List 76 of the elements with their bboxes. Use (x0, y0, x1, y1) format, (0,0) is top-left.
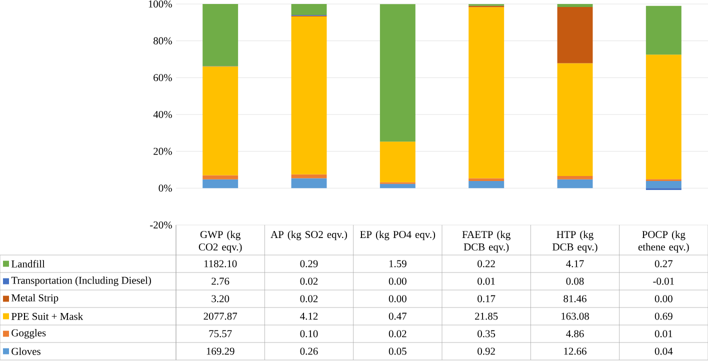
text: 3.20 (212, 295, 230, 302)
text: 2.76 (212, 278, 230, 285)
text: 0.22 (478, 260, 495, 268)
bar (202, 66, 238, 176)
text: 21.85 (475, 312, 498, 320)
text: 4.12 (300, 312, 318, 320)
text: 0.00 (388, 278, 406, 285)
y-tick-label: 60% (154, 74, 172, 82)
text: 0.05 (388, 348, 406, 355)
bar (468, 178, 504, 181)
bar (380, 4, 416, 142)
bar (202, 4, 238, 66)
text: 0.00 (654, 295, 672, 302)
y-tick-label: 100% (148, 0, 172, 8)
text: 0.02 (300, 278, 318, 285)
text: 0.04 (654, 348, 673, 355)
x-tick-label: AP (kg SO2 eqv.) (270, 230, 347, 240)
bar (291, 4, 327, 16)
text: 0.69 (654, 312, 672, 320)
text: 4.17 (566, 260, 584, 268)
bar (557, 6, 593, 64)
y-tick-label: 20% (154, 148, 172, 155)
x-tick-label: GWP (kg CO2 eqv.) (198, 230, 242, 253)
bar (557, 4, 593, 7)
bar (468, 180, 504, 188)
bar (557, 179, 593, 188)
bar (291, 16, 327, 174)
bar (380, 184, 416, 188)
y-tick-label: 80% (154, 37, 172, 44)
text: 0.29 (300, 260, 318, 268)
text: 0.35 (478, 330, 496, 338)
text: 0.01 (654, 330, 672, 338)
bar (557, 63, 593, 176)
text: 75.57 (209, 330, 232, 338)
bar (646, 54, 682, 180)
bar (557, 176, 593, 180)
text: 0.26 (300, 348, 318, 355)
x-tick-label: EP (kg PO4 eqv.) (360, 230, 436, 240)
text: 0.01 (478, 278, 495, 285)
text: -0.01 (653, 278, 674, 285)
text: 169.29 (206, 348, 234, 355)
y-tick-label: 40% (153, 110, 172, 118)
bar (291, 178, 327, 188)
bar (468, 7, 504, 178)
text: 0.08 (566, 278, 584, 285)
legend-label: PPE Suit + Mask (12, 312, 84, 320)
text: 2077.87 (204, 312, 238, 320)
text: 0.02 (300, 295, 318, 302)
bar (380, 142, 416, 182)
text: 81.46 (564, 295, 586, 302)
legend-label: Goggles (12, 329, 46, 338)
bar (202, 175, 238, 180)
text: 0.92 (478, 348, 495, 355)
y-tick-label: 0% (158, 184, 172, 192)
text: 0.17 (478, 295, 496, 302)
text: 1.59 (389, 260, 406, 268)
x-tick-label: HTP (kg DCB eqv.) (552, 230, 598, 253)
legend-label: Gloves (12, 348, 40, 355)
text: 0.47 (388, 312, 407, 320)
text: 4.86 (566, 330, 584, 338)
text: 163.08 (562, 312, 589, 320)
bar (646, 6, 682, 55)
bar (202, 179, 238, 188)
text: 0.10 (300, 330, 318, 338)
legend-label: Landfill (12, 260, 45, 268)
y-tick-label: -20% (150, 221, 172, 229)
x-tick-label: POCP (kg ethene eqv.) (638, 230, 689, 253)
text: 1182.10 (204, 260, 237, 268)
text: 12.66 (564, 348, 586, 355)
text: 0.27 (654, 260, 673, 268)
x-tick-label: FAETP (kg DCB eqv.) (462, 230, 510, 253)
legend-label: Metal Strip (12, 294, 58, 304)
legend-label: Transportation (Including Diesel) (11, 276, 151, 286)
text: 0.02 (388, 330, 406, 338)
text: 0.00 (388, 295, 406, 302)
bar (646, 180, 682, 188)
